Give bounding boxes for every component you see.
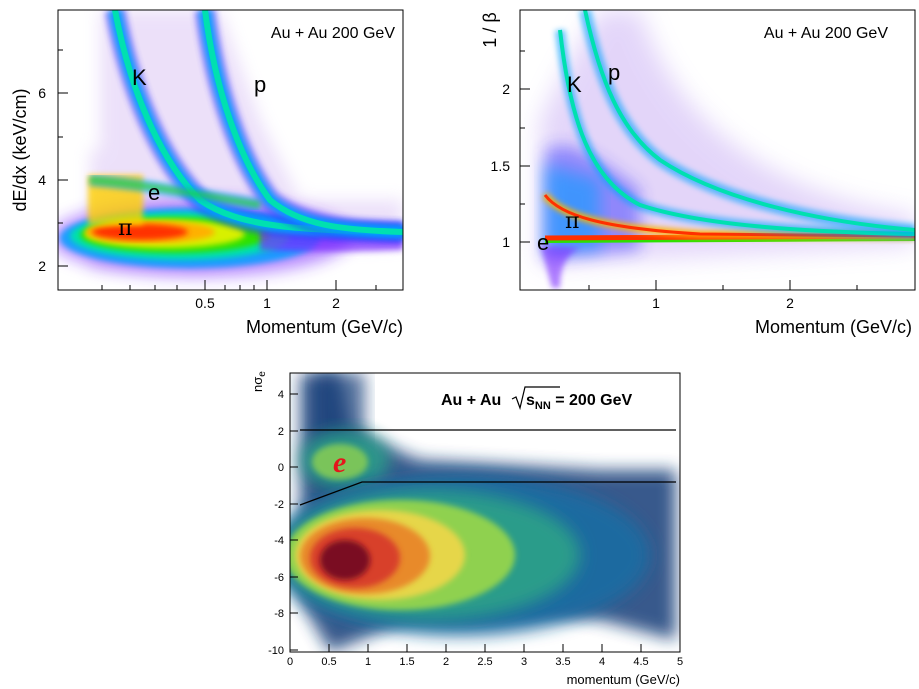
beta-heatmap (540, 10, 915, 288)
nsigma-xtick-5: 5 (677, 656, 683, 668)
dedx-xtick-1: 1 (263, 295, 271, 311)
dedx-label-K: K (132, 65, 147, 90)
nsigma-ytick-0: 0 (278, 462, 284, 474)
nsigma-label-e: e (333, 446, 346, 479)
beta-xtick-2: 2 (786, 295, 794, 311)
dedx-x-ticks: 0.5 1 2 (101, 280, 377, 311)
beta-ytick-1: 1 (502, 234, 510, 250)
nsigma-ytick--2: -2 (274, 499, 284, 511)
nsigma-y-ticks: -10 -8 -6 -4 -2 0 2 4 (268, 389, 298, 657)
nsigma-ytick--4: -4 (274, 535, 284, 547)
panel-beta: 1 1.5 2 1 2 Momentum (GeV/c) 1 / β Au + … (480, 9, 916, 337)
nsigma-ytick--10: -10 (268, 645, 284, 657)
beta-x-ticks: 1 2 (588, 280, 858, 311)
beta-xlabel: Momentum (GeV/c) (755, 317, 912, 337)
beta-frame (519, 9, 916, 291)
nsigma-xtick-1.5: 1.5 (399, 656, 414, 668)
dedx-y-ticks: 2 4 6 (38, 49, 68, 274)
nsigma-xtick-4: 4 (599, 656, 605, 668)
svg-text:nσe: nσe (250, 371, 268, 392)
nsigma-heatmap (290, 373, 676, 652)
dedx-xlabel: Momentum (GeV/c) (246, 317, 403, 337)
dedx-label-p: p (254, 72, 266, 97)
svg-text:Au + Au: Au + Au (441, 392, 501, 409)
dedx-label-pi: π (118, 216, 132, 241)
beta-label-e: e (537, 230, 549, 255)
beta-ylabel: 1 / β (480, 12, 500, 47)
beta-label-p: p (608, 60, 620, 85)
nsigma-xtick-3.5: 3.5 (555, 656, 570, 668)
dedx-heatmap (58, 10, 403, 276)
nsigma-x-ticks: 0 0.5 1 1.5 2 2.5 3 3.5 4 4.5 5 (287, 644, 683, 668)
nsigma-title: Au + Au sNN = 200 GeV (441, 386, 633, 412)
nsigma-xtick-3: 3 (521, 656, 527, 668)
nsigma-xlabel: momentum (GeV/c) (567, 672, 680, 687)
nsigma-xtick-2: 2 (443, 656, 449, 668)
nsigma-cut-lower (299, 481, 676, 506)
beta-label-pi: π (565, 209, 579, 234)
beta-xtick-1: 1 (652, 295, 660, 311)
beta-label-K: K (567, 72, 582, 97)
nsigma-ylabel: nσe (250, 371, 268, 392)
nsigma-xtick-0: 0 (287, 656, 293, 668)
nsigma-xtick-2.5: 2.5 (477, 656, 492, 668)
nsigma-xtick-1: 1 (365, 656, 371, 668)
dedx-ylabel: dE/dx (keV/cm) (10, 88, 30, 211)
dedx-ytick-4: 4 (38, 172, 46, 188)
dedx-ytick-2: 2 (38, 258, 46, 274)
nsigma-ytick--8: -8 (274, 608, 284, 620)
dedx-xtick-2: 2 (332, 295, 340, 311)
dedx-label-e: e (148, 180, 160, 205)
svg-text:sNN = 200 GeV: sNN = 200 GeV (526, 392, 633, 412)
beta-ytick-2: 2 (502, 81, 510, 97)
nsigma-ytick-2: 2 (278, 426, 284, 438)
nsigma-ytick-4: 4 (278, 389, 284, 401)
beta-ytick-1.5: 1.5 (491, 158, 511, 174)
panel-nsigma: -10 -8 -6 -4 -2 0 2 4 0 0.5 1 1.5 2 (250, 371, 683, 687)
beta-y-ticks: 1 1.5 2 (491, 50, 530, 250)
nsigma-xtick-0.5: 0.5 (321, 656, 336, 668)
dedx-frame (57, 9, 404, 291)
dedx-xtick-0.5: 0.5 (195, 295, 215, 311)
nsigma-ytick--6: -6 (274, 572, 284, 584)
dedx-ytick-6: 6 (38, 85, 46, 101)
nsigma-xtick-4.5: 4.5 (633, 656, 648, 668)
dedx-title: Au + Au 200 GeV (271, 25, 395, 42)
panel-dedx: 2 4 6 0.5 1 2 Momentum (GeV/c) dE/dx (ke… (10, 9, 404, 337)
beta-title: Au + Au 200 GeV (764, 25, 888, 42)
